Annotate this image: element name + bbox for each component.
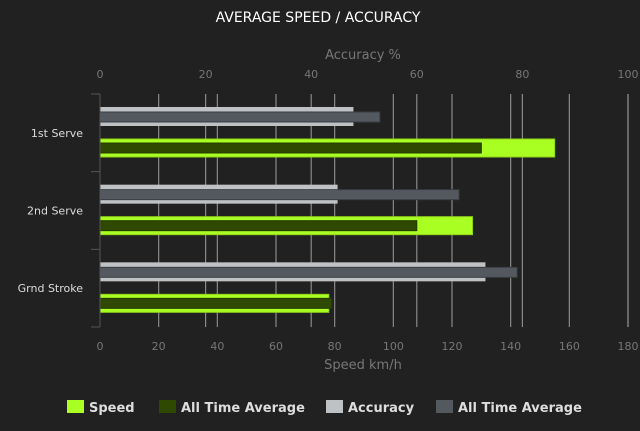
legend-label: All Time Average — [458, 401, 582, 416]
bar-speed-average — [99, 297, 333, 309]
bottom-tick-label: 140 — [500, 340, 521, 353]
bottom-tick-label: 160 — [559, 340, 580, 353]
legend-swatch — [67, 400, 84, 413]
bottom-tick-label: 20 — [152, 340, 166, 353]
category-label: Grnd Stroke — [18, 282, 84, 295]
bottom-tick-label: 40 — [210, 340, 224, 353]
legend-swatch — [326, 400, 343, 413]
bar-accuracy-average — [99, 111, 381, 123]
chart-title: AVERAGE SPEED / ACCURACY — [216, 10, 421, 26]
bottom-tick-label: 180 — [618, 340, 639, 353]
top-tick-label: 20 — [199, 68, 213, 81]
category-label: 2nd Serve — [27, 205, 83, 218]
top-axis-label: Accuracy % — [325, 48, 401, 63]
bottom-tick-label: 120 — [442, 340, 463, 353]
bottom-tick-label: 80 — [328, 340, 342, 353]
bar-speed-average — [99, 142, 482, 154]
top-tick-label: 40 — [304, 68, 318, 81]
top-tick-label: 80 — [515, 68, 529, 81]
bar-speed-average — [99, 220, 418, 232]
bar-accuracy-average — [99, 189, 460, 201]
top-tick-label: 100 — [618, 68, 639, 81]
top-tick-label: 0 — [97, 68, 104, 81]
top-tick-label: 60 — [410, 68, 424, 81]
legend-swatch — [436, 400, 453, 413]
bottom-tick-label: 100 — [383, 340, 404, 353]
bottom-tick-label: 60 — [269, 340, 283, 353]
bottom-tick-label: 0 — [97, 340, 104, 353]
category-label: 1st Serve — [31, 127, 83, 140]
legend-label: Accuracy — [348, 401, 415, 416]
bar-accuracy-average — [99, 266, 518, 278]
bottom-axis-label: Speed km/h — [324, 358, 402, 373]
legend-label: All Time Average — [181, 401, 305, 416]
legend-swatch — [159, 400, 176, 413]
legend-label: Speed — [89, 401, 135, 416]
